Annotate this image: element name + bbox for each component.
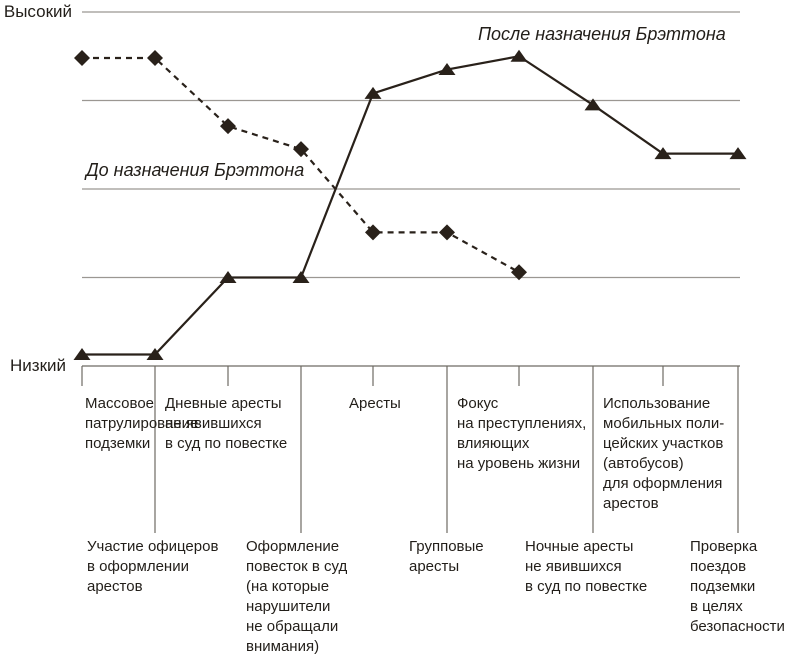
factor-label: Массовое патрулирование подземки — [85, 395, 199, 452]
factor-label: Оформление повесток в суд (на которые на… — [246, 538, 348, 655]
factor-label: Участие офицеров в оформлении арестов — [87, 538, 219, 595]
factor-label: Ночные аресты не явившихся в суд по пове… — [525, 538, 648, 595]
y-axis-label-low: Низкий — [10, 356, 66, 375]
annotation-after-bratton: После назначения Брэттона — [478, 24, 726, 44]
factor-label: Использование мобильных поли- цейских уч… — [603, 395, 725, 512]
annotation-before-bratton: До назначения Брэттона — [86, 160, 305, 180]
factor-label: Групповые аресты — [409, 538, 484, 575]
y-axis-label-high: Высокий — [3, 2, 72, 21]
factor-label: Аресты — [349, 395, 401, 412]
factor-label: Проверка поездов подземки в целях безопа… — [690, 538, 785, 635]
factor-label: Фокус на преступлениях, влияющих на уров… — [457, 395, 587, 472]
factor-label: Дневные аресты не явившихся в суд по пов… — [165, 395, 288, 452]
